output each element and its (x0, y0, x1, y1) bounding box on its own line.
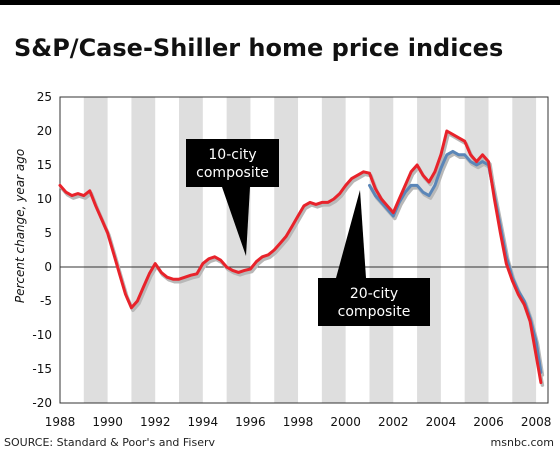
y-tick-label: 0 (44, 260, 52, 274)
y-tick-label: -20 (32, 396, 52, 410)
callout-line: 20-city (350, 286, 398, 302)
x-tick-label: 1998 (283, 415, 314, 429)
callout-twenty-city: 20-city composite (318, 190, 430, 326)
year-band (512, 97, 537, 403)
top-rule (0, 0, 560, 5)
source-note: SOURCE: Standard & Poor's and Fiserv (4, 436, 216, 449)
ten-city-line (58, 129, 543, 385)
callout-line: composite (196, 165, 269, 181)
x-tick-label: 2004 (426, 415, 457, 429)
year-bands (83, 97, 537, 403)
y-tick-label: 25 (37, 90, 52, 104)
x-tick-label: 1988 (45, 415, 76, 429)
x-tick-label: 2000 (330, 415, 361, 429)
callout-box (186, 139, 279, 187)
y-tick-labels: 25 20 15 10 5 0 -5 -10 -15 -20 (32, 90, 52, 410)
y-tick-label: -5 (40, 294, 52, 308)
y-tick-label: -10 (32, 328, 52, 342)
y-tick-label: 10 (37, 192, 52, 206)
callout-line: composite (338, 304, 411, 320)
plot-frame (59, 96, 549, 404)
year-band (83, 97, 108, 403)
y-tick-label: 20 (37, 124, 52, 138)
plot-border (59, 96, 549, 404)
year-band (274, 97, 299, 403)
callouts: 10-city composite 20-city composite (186, 139, 430, 326)
year-band (321, 97, 346, 403)
callout-pointer (222, 187, 250, 256)
credit-note: msnbc.com (490, 436, 554, 449)
x-tick-label: 1996 (235, 415, 266, 429)
y-tick-label: -15 (32, 362, 52, 376)
x-tick-label: 1990 (92, 415, 123, 429)
x-tick-label: 1994 (188, 415, 219, 429)
y-axis-label: Percent change, year ago (13, 149, 27, 303)
y-tick-label: 15 (37, 158, 52, 172)
x-tick-label: 2006 (473, 415, 504, 429)
x-tick-label: 2008 (521, 415, 552, 429)
callout-ten-city: 10-city composite (186, 139, 279, 256)
year-band (131, 97, 156, 403)
year-band (464, 97, 489, 403)
year-band (369, 97, 394, 403)
series-lines (58, 129, 545, 387)
callout-pointer (336, 190, 366, 278)
x-tick-label: 2002 (378, 415, 409, 429)
chart-title: S&P/Case-Shiller home price indices (14, 34, 504, 62)
x-tick-label: 1992 (140, 415, 171, 429)
year-band (417, 97, 441, 403)
x-tick-labels: 1988 1990 1992 1994 1996 1998 2000 2002 2004 2006… (45, 415, 552, 429)
callout-line: 10-city (208, 147, 256, 163)
callout-box (318, 278, 430, 326)
y-tick-label: 5 (44, 226, 52, 240)
